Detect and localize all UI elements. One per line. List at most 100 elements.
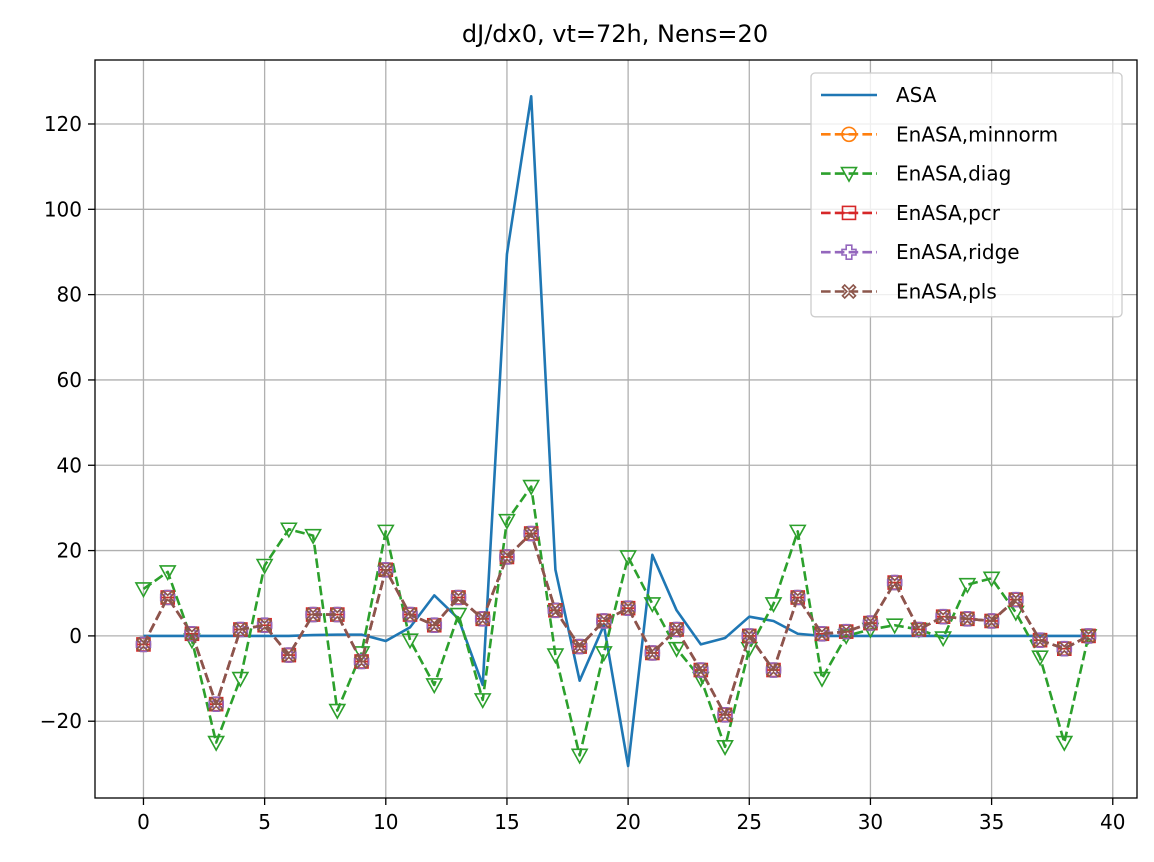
legend-label: EnASA,minnorm	[896, 122, 1058, 146]
legend: ASA EnASA,minnorm EnASA,diag EnASA,pcr EnASA…	[810, 72, 1123, 318]
data-point	[717, 707, 733, 723]
legend-entry: EnASA,pcr	[821, 201, 1001, 225]
data-point	[644, 645, 661, 661]
x-tick-label: 5	[258, 810, 271, 834]
data-point	[207, 735, 226, 752]
series-enasa-diag	[134, 479, 1098, 765]
data-point	[838, 623, 854, 640]
legend-label: EnASA,pcr	[896, 201, 1001, 225]
chart-title: dJ/dx0, vt=72h, Nens=20	[462, 20, 768, 48]
data-point	[426, 617, 442, 633]
data-point	[499, 549, 515, 565]
series-enasa-pls	[135, 525, 1097, 723]
data-point	[449, 607, 468, 624]
data-point	[958, 577, 977, 594]
data-point	[1031, 650, 1049, 667]
data-point	[572, 638, 588, 655]
data-point	[983, 613, 1000, 629]
legend-label: ASA	[896, 83, 937, 107]
data-point	[547, 602, 564, 619]
data-point	[450, 589, 467, 606]
data-point	[305, 606, 321, 623]
x-tick-label: 20	[615, 810, 640, 834]
axis-ticks: 0 5 10 15 20 25 30 35 40 −20 0 20 40 60 80 100 120	[40, 112, 1126, 834]
data-point	[475, 611, 491, 627]
series-line	[142, 532, 1090, 717]
legend-entry: EnASA,minnorm	[821, 122, 1058, 146]
data-point	[790, 589, 806, 606]
data-point	[473, 693, 492, 710]
data-point	[305, 606, 321, 623]
data-point	[376, 524, 395, 541]
x-tick-label: 15	[494, 810, 519, 834]
data-point	[256, 617, 273, 634]
data-point	[765, 662, 782, 678]
series-layer	[134, 94, 1098, 768]
legend-box	[810, 72, 1123, 318]
data-point	[570, 748, 589, 765]
x-tick-label: 0	[137, 810, 150, 834]
data-point	[134, 582, 153, 599]
y-tick-label: 120	[44, 112, 82, 136]
data-point	[911, 621, 927, 638]
data-point	[232, 621, 249, 638]
legend-label: EnASA,diag	[896, 162, 1011, 186]
data-point	[353, 653, 370, 670]
data-point	[887, 574, 903, 591]
y-tick-label: 80	[57, 283, 82, 307]
data-point	[1055, 735, 1074, 752]
data-point	[256, 617, 273, 633]
data-point	[498, 513, 516, 530]
legend-marker	[841, 205, 857, 221]
x-tick-label: 25	[737, 810, 762, 834]
data-point	[208, 696, 224, 712]
x-tick-label: 40	[1100, 810, 1125, 834]
plot-frame	[94, 59, 1138, 799]
legend-entry: EnASA,diag	[821, 162, 1011, 186]
y-tick-label: 0	[69, 624, 82, 648]
x-tick-label: 10	[373, 810, 398, 834]
data-point	[523, 525, 539, 542]
data-point	[667, 641, 686, 658]
data-point	[814, 625, 830, 642]
data-point	[232, 621, 249, 638]
data-point	[959, 611, 976, 627]
data-point	[644, 645, 660, 661]
data-point	[281, 647, 297, 663]
x-tick-label: 30	[858, 810, 883, 834]
data-point	[668, 621, 685, 638]
data-point	[789, 589, 806, 606]
legend-marker	[840, 166, 858, 183]
y-tick-label: 20	[57, 539, 82, 563]
data-point	[425, 678, 444, 695]
data-point	[1032, 632, 1048, 648]
legend-label: EnASA,ridge	[896, 240, 1020, 264]
series-line	[142, 485, 1090, 757]
data-point	[450, 589, 467, 606]
data-point	[401, 633, 419, 650]
data-point	[935, 608, 951, 625]
data-point	[329, 606, 345, 623]
data-point	[523, 525, 539, 542]
y-tick-label: −20	[40, 709, 82, 733]
data-point	[158, 565, 177, 582]
data-point	[328, 703, 347, 720]
data-point	[208, 696, 224, 712]
legend-marker	[841, 283, 857, 300]
legend-marker	[841, 126, 857, 143]
data-point	[304, 528, 322, 545]
data-point	[885, 618, 904, 635]
y-tick-label: 100	[44, 197, 82, 221]
data-point	[982, 571, 1001, 588]
data-point	[959, 611, 976, 627]
y-tick-label: 40	[57, 453, 82, 477]
data-point	[741, 628, 757, 644]
data-point	[741, 628, 758, 644]
legend-label: EnASA,pls	[896, 280, 997, 304]
data-point	[643, 597, 662, 614]
data-point	[1032, 632, 1048, 648]
data-point	[1080, 628, 1097, 644]
data-point	[547, 602, 564, 618]
data-point	[231, 671, 250, 688]
